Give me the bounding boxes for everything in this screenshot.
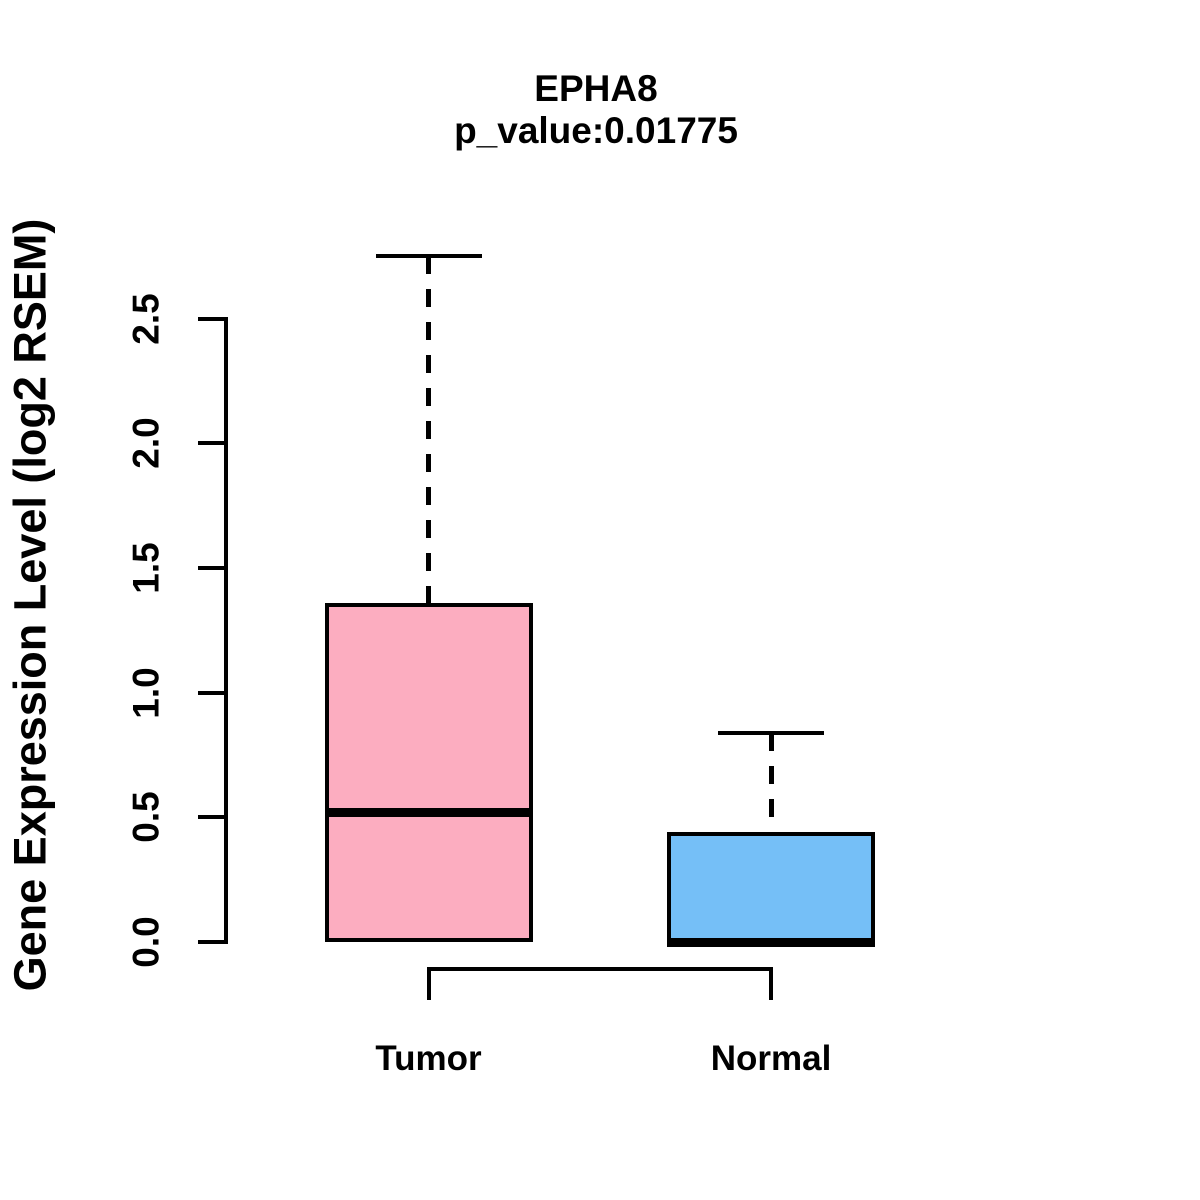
y-tick-label: 2.0: [125, 417, 167, 469]
comparison-bracket-leg-2: [769, 967, 773, 1000]
y-tick-label: 0.5: [125, 791, 167, 844]
comparison-bracket-leg-1: [426, 967, 431, 1000]
y-tick: [198, 690, 224, 695]
chart-subtitle: p_value:0.01775: [454, 110, 738, 151]
y-tick: [198, 316, 224, 321]
upper-whisker-cap-tumor: [375, 254, 482, 259]
y-tick-label: 2.5: [125, 292, 167, 345]
y-tick-label: 0.0: [125, 916, 167, 968]
x-label-normal: Normal: [710, 1039, 832, 1078]
upper-whisker-cap-normal: [718, 730, 824, 735]
y-tick: [198, 940, 224, 944]
x-label-tumor: Tumor: [375, 1039, 482, 1078]
median-normal: [667, 937, 875, 947]
upper-whisker-tumor: [426, 256, 431, 603]
median-tumor: [324, 807, 533, 817]
box-normal: [667, 832, 875, 942]
y-axis-line: [224, 316, 228, 944]
chart-title: EPHA8: [534, 68, 658, 109]
box-tumor: [324, 602, 533, 942]
y-tick: [198, 441, 224, 446]
y-tick: [198, 815, 224, 820]
comparison-bracket-bar: [426, 967, 773, 971]
upper-whisker-normal: [768, 732, 774, 833]
y-tick-label: 1.5: [125, 542, 167, 594]
y-tick: [198, 565, 224, 570]
y-tick-label: 1.0: [125, 666, 167, 719]
